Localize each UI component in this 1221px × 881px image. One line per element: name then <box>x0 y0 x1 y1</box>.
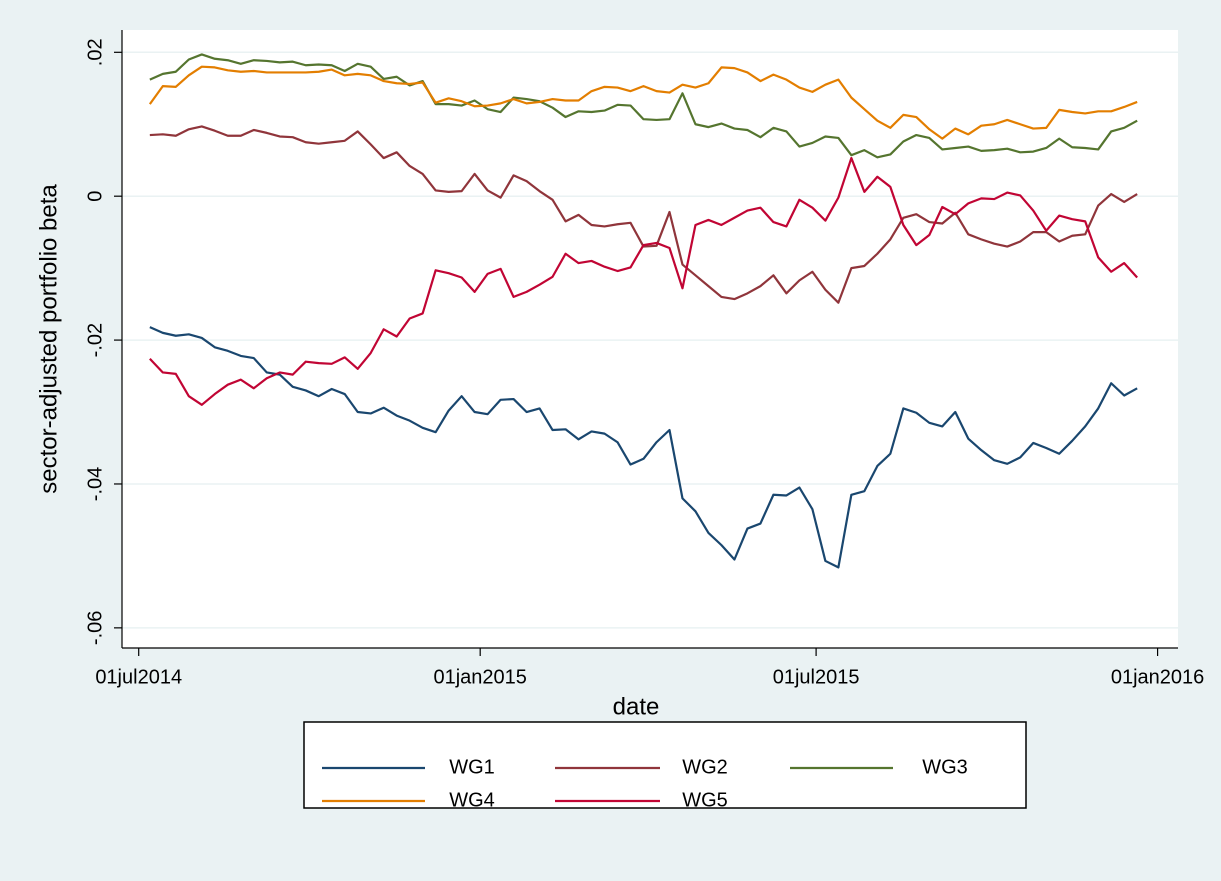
y-tick-label: .02 <box>84 38 106 66</box>
series-line <box>148 65 1138 140</box>
x-axis-title: date <box>613 693 660 720</box>
x-tick-label: 01jul2015 <box>773 666 860 688</box>
legend-label: WG5 <box>682 789 728 811</box>
y-tick-label: -.06 <box>84 611 106 645</box>
x-tick-label: 01jul2014 <box>95 666 182 688</box>
y-tick-label: -.04 <box>84 467 106 501</box>
x-tick-label: 01jan2016 <box>1111 666 1204 688</box>
series-line <box>149 326 1138 569</box>
x-tick-label: 01jan2015 <box>433 666 526 688</box>
series-line <box>149 156 1138 406</box>
legend-label: WG2 <box>682 756 728 778</box>
y-axis-title: sector-adjusted portfolio beta <box>35 184 62 494</box>
legend-label: WG3 <box>922 756 968 778</box>
legend-box <box>303 721 1027 809</box>
y-tick-label: 0 <box>84 191 106 202</box>
legend-label: WG1 <box>449 756 495 778</box>
legend-label: WG4 <box>449 789 495 811</box>
plot-area <box>122 30 1178 648</box>
y-tick-label: -.02 <box>84 323 106 357</box>
series-line <box>149 53 1138 159</box>
